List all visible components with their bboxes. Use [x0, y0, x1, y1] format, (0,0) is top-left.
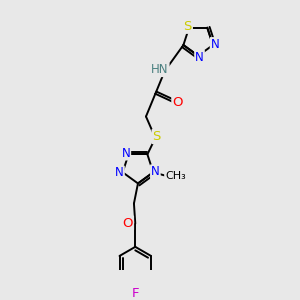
Text: N: N — [151, 165, 160, 178]
Text: N: N — [115, 167, 124, 179]
Text: F: F — [131, 287, 139, 300]
Text: HN: HN — [151, 63, 169, 76]
Text: CH₃: CH₃ — [165, 171, 186, 181]
Text: O: O — [172, 96, 183, 109]
Text: S: S — [152, 130, 161, 143]
Text: N: N — [211, 38, 219, 51]
Text: N: N — [195, 51, 204, 64]
Text: N: N — [122, 146, 130, 160]
Text: S: S — [184, 20, 192, 33]
Text: O: O — [122, 217, 133, 230]
